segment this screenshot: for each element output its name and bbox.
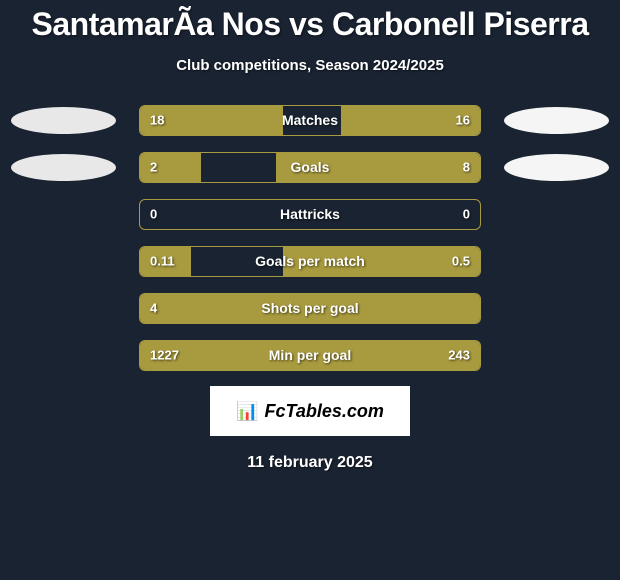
- stat-value-left: 1227: [150, 348, 179, 363]
- player-left-marker: [11, 154, 116, 181]
- stat-label: Min per goal: [269, 347, 351, 363]
- stat-row: 18 Matches 16: [0, 104, 620, 136]
- stat-row: 0.11 Goals per match 0.5: [0, 245, 620, 277]
- stat-bar: 4 Shots per goal: [139, 293, 481, 324]
- stat-row: 2 Goals 8: [0, 151, 620, 183]
- stat-row: 4 Shots per goal: [0, 292, 620, 324]
- stat-label: Hattricks: [280, 206, 340, 222]
- stat-label: Goals: [291, 159, 330, 175]
- comparison-title: SantamarÃa Nos vs Carbonell Piserra: [0, 0, 620, 43]
- stat-value-right: 16: [456, 113, 470, 128]
- stat-bar: 1227 Min per goal 243: [139, 340, 481, 371]
- snapshot-date: 11 february 2025: [0, 454, 620, 472]
- stat-value-left: 4: [150, 301, 157, 316]
- stat-value-left: 2: [150, 160, 157, 175]
- player-right-marker: [504, 107, 609, 134]
- player-right-marker: [504, 154, 609, 181]
- stat-bar: 0.11 Goals per match 0.5: [139, 246, 481, 277]
- logo-text: FcTables.com: [265, 401, 384, 422]
- stat-value-right: 0: [463, 207, 470, 222]
- stat-value-right: 8: [463, 160, 470, 175]
- stat-value-right: 243: [448, 348, 470, 363]
- stat-label: Goals per match: [255, 253, 365, 269]
- stat-value-left: 0.11: [150, 254, 175, 269]
- stat-label: Shots per goal: [261, 300, 358, 316]
- chart-icon: 📊: [236, 401, 258, 422]
- stat-row: 0 Hattricks 0: [0, 198, 620, 230]
- stat-row: 1227 Min per goal 243: [0, 339, 620, 371]
- fctables-logo: 📊 FcTables.com: [210, 386, 410, 436]
- comparison-subtitle: Club competitions, Season 2024/2025: [0, 57, 620, 74]
- stat-bar: 0 Hattricks 0: [139, 199, 481, 230]
- stat-value-left: 0: [150, 207, 157, 222]
- stat-label: Matches: [282, 112, 338, 128]
- stat-value-left: 18: [150, 113, 164, 128]
- stat-value-right: 0.5: [452, 254, 470, 269]
- stat-bar: 18 Matches 16: [139, 105, 481, 136]
- stats-container: 18 Matches 16 2 Goals 8 0 Hattricks 0 0.11 Goals p…: [0, 104, 620, 371]
- player-left-marker: [11, 107, 116, 134]
- stat-bar: 2 Goals 8: [139, 152, 481, 183]
